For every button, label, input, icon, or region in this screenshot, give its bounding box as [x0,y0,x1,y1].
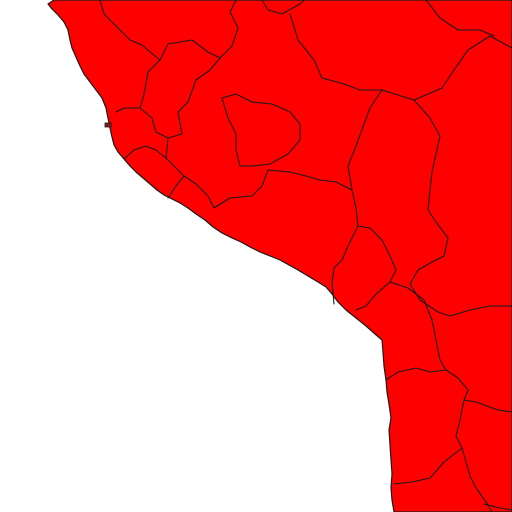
landmass-region[interactable] [47,0,512,512]
region-borders [99,0,512,512]
islet-marker [104,122,112,128]
